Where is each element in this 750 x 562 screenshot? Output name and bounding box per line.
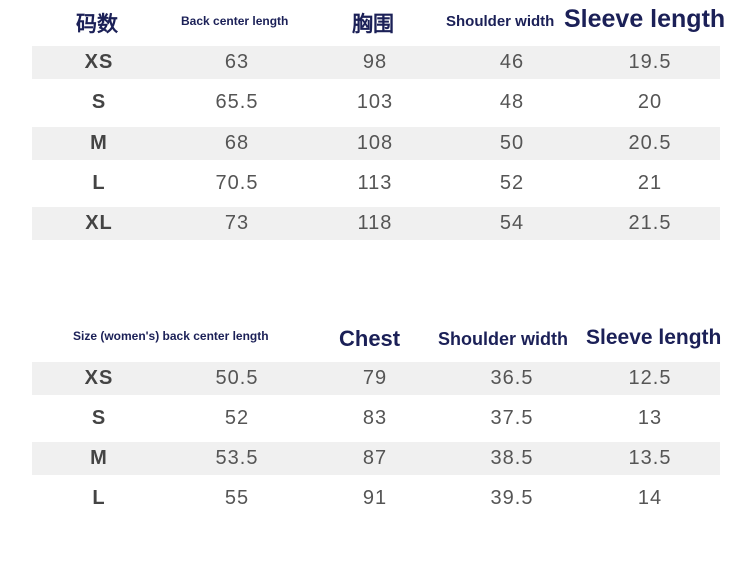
back-center-length-cell: 70.5	[215, 172, 259, 194]
back-center-length-cell: 73	[224, 212, 250, 234]
back-center-length-cell: 55	[224, 487, 250, 509]
sleeve-length-cell: 21	[637, 172, 663, 194]
shoulder-width-cell: 52	[499, 172, 525, 194]
chest-cell: 113	[357, 172, 393, 194]
sleeve-length-cell: 19.5	[628, 51, 672, 73]
header-sleeve-length: Sleeve length	[564, 5, 726, 33]
chest-cell: 118	[357, 212, 393, 234]
chest-cell: 87	[362, 447, 388, 469]
sleeve-length-cell: 12.5	[628, 367, 672, 389]
back-center-length-cell: 50.5	[215, 367, 259, 389]
sleeve-length-cell: 13.5	[628, 447, 672, 469]
chest-cell: 79	[362, 367, 388, 389]
back-center-length-cell: 68	[224, 132, 250, 154]
header-size: 码数	[76, 13, 118, 36]
shoulder-width-cell: 46	[499, 51, 525, 73]
table-row: S 52 83 37.5 13	[32, 402, 720, 435]
shoulder-width-cell: 37.5	[490, 407, 534, 429]
sleeve-length-cell: 14	[637, 487, 663, 509]
sleeve-length-cell: 20	[637, 91, 663, 113]
table-row: S 65.5 103 48 20	[32, 86, 720, 119]
sleeve-length-cell: 20.5	[628, 132, 672, 154]
shoulder-width-cell: 38.5	[490, 447, 534, 469]
header-sleeve-length: Sleeve length	[586, 326, 722, 349]
table-row: L 70.5 113 52 21	[32, 167, 720, 200]
header-chest: Chest	[339, 326, 401, 351]
table-row: M 53.5 87 38.5 13.5	[32, 442, 720, 475]
chest-cell: 108	[356, 132, 394, 154]
size-cell: S	[91, 407, 107, 429]
size-cell: XS	[84, 367, 114, 389]
back-center-length-cell: 63	[224, 51, 250, 73]
table-row: M 68 108 50 20.5	[32, 127, 720, 160]
size-cell: S	[91, 91, 107, 113]
chest-cell: 83	[362, 407, 388, 429]
size-cell: XL	[85, 212, 113, 234]
shoulder-width-cell: 48	[499, 91, 525, 113]
header-back-center-length: Back center length	[181, 14, 289, 28]
size-cell: M	[90, 447, 108, 469]
chest-cell: 103	[356, 91, 394, 113]
sleeve-length-cell: 21.5	[628, 212, 672, 234]
size-cell: L	[92, 487, 106, 509]
table-row: XS 63 98 46 19.5	[32, 46, 720, 79]
shoulder-width-cell: 54	[499, 212, 525, 234]
back-center-length-cell: 53.5	[215, 447, 259, 469]
shoulder-width-cell: 36.5	[490, 367, 534, 389]
sleeve-length-cell: 13	[637, 407, 663, 429]
shoulder-width-cell: 39.5	[490, 487, 534, 509]
table-row: XL 73 118 54 21.5	[32, 207, 720, 240]
size-cell: M	[90, 132, 108, 154]
header-shoulder-width: Shoulder width	[446, 13, 555, 30]
back-center-length-cell: 65.5	[215, 91, 259, 113]
back-center-length-cell: 52	[224, 407, 250, 429]
table-row: XS 50.5 79 36.5 12.5	[32, 362, 720, 395]
table-row: L 55 91 39.5 14	[32, 482, 720, 515]
size-cell: L	[92, 172, 106, 194]
header-shoulder-width: Shoulder width	[438, 329, 568, 349]
size-cell: XS	[84, 51, 114, 73]
shoulder-width-cell: 50	[499, 132, 525, 154]
header-chest: 胸围	[352, 13, 394, 36]
chest-cell: 91	[362, 487, 388, 509]
chest-cell: 98	[362, 51, 388, 73]
header-size-back-center-length: Size (women's) back center length	[73, 329, 269, 343]
